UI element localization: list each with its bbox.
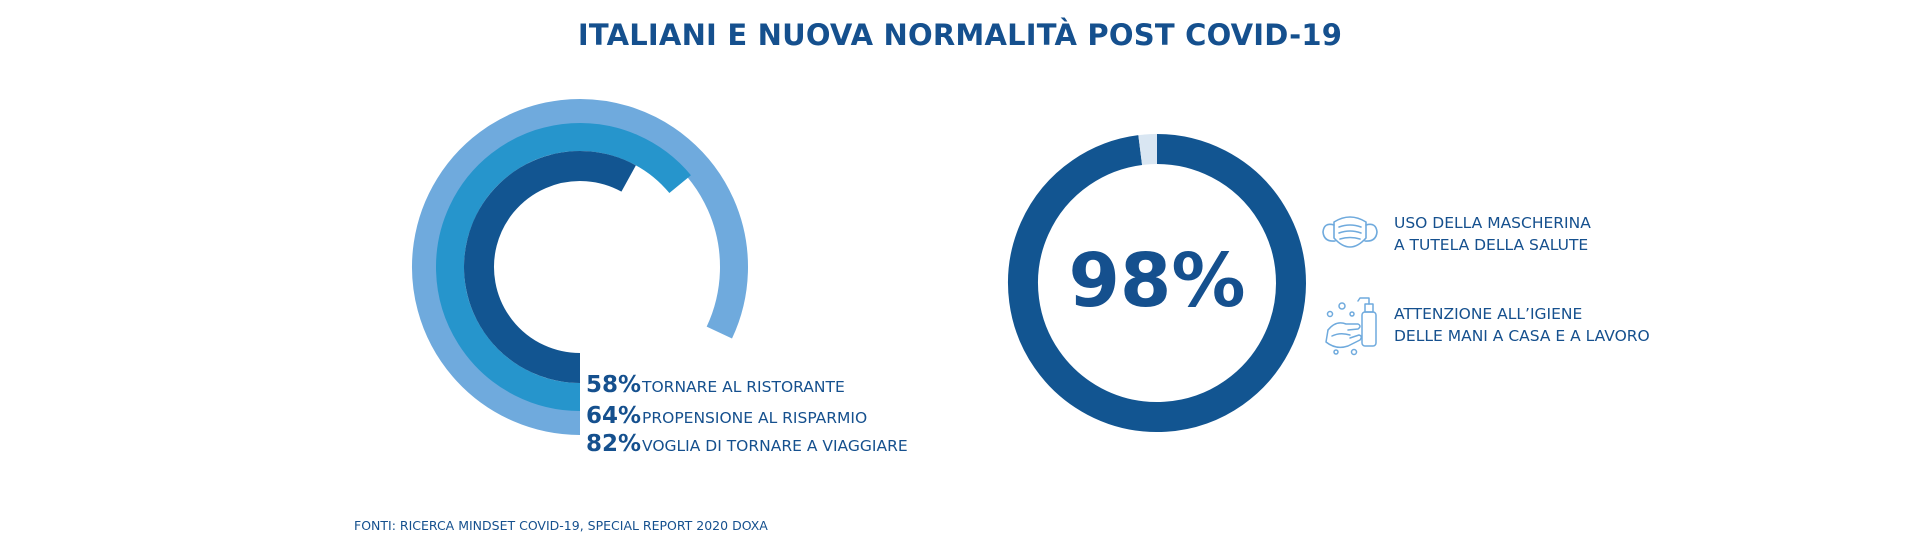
legend-pct: 58%	[586, 372, 642, 398]
legend-pct: 82%	[586, 431, 642, 457]
info-line: A TUTELA DELLA SALUTE	[1394, 236, 1589, 254]
legend-item-restaurant: 58% TORNARE AL RISTORANTE	[586, 372, 845, 398]
info-line: ATTENZIONE ALL’IGIENE	[1394, 305, 1583, 323]
legend-label: VOGLIA DI TORNARE A VIAGGIARE	[642, 437, 908, 455]
donut-remainder-arc	[1138, 134, 1158, 165]
legend-label: TORNARE AL RISTORANTE	[642, 378, 845, 396]
radial-bar-0	[412, 99, 748, 435]
hand-washing-icon	[1325, 297, 1377, 356]
info-item-mask: USO DELLA MASCHERINA A TUTELA DELLA SALU…	[1394, 212, 1591, 256]
radial-bar-2	[464, 151, 636, 383]
legend-item-saving: 64% PROPENSIONE AL RISPARMIO	[586, 403, 867, 429]
info-line: DELLE MANI A CASA E A LAVORO	[1394, 327, 1650, 345]
donut-value-arc	[1008, 134, 1306, 432]
face-mask-icon	[1322, 216, 1378, 248]
source-note: FONTI: RICERCA MINDSET COVID-19, SPECIAL…	[354, 518, 768, 533]
donut-center-value: 98%	[1068, 238, 1246, 324]
legend-label: PROPENSIONE AL RISPARMIO	[642, 409, 868, 427]
info-item-hygiene: ATTENZIONE ALL’IGIENE DELLE MANI A CASA …	[1394, 303, 1650, 347]
legend-pct: 64%	[586, 403, 642, 429]
info-line: USO DELLA MASCHERINA	[1394, 214, 1591, 232]
chart-title: ITALIANI E NUOVA NORMALITÀ POST COVID-19	[577, 18, 1343, 52]
legend-item-travel: 82% VOGLIA DI TORNARE A VIAGGIARE	[586, 431, 908, 457]
radial-bar-1	[436, 123, 691, 411]
